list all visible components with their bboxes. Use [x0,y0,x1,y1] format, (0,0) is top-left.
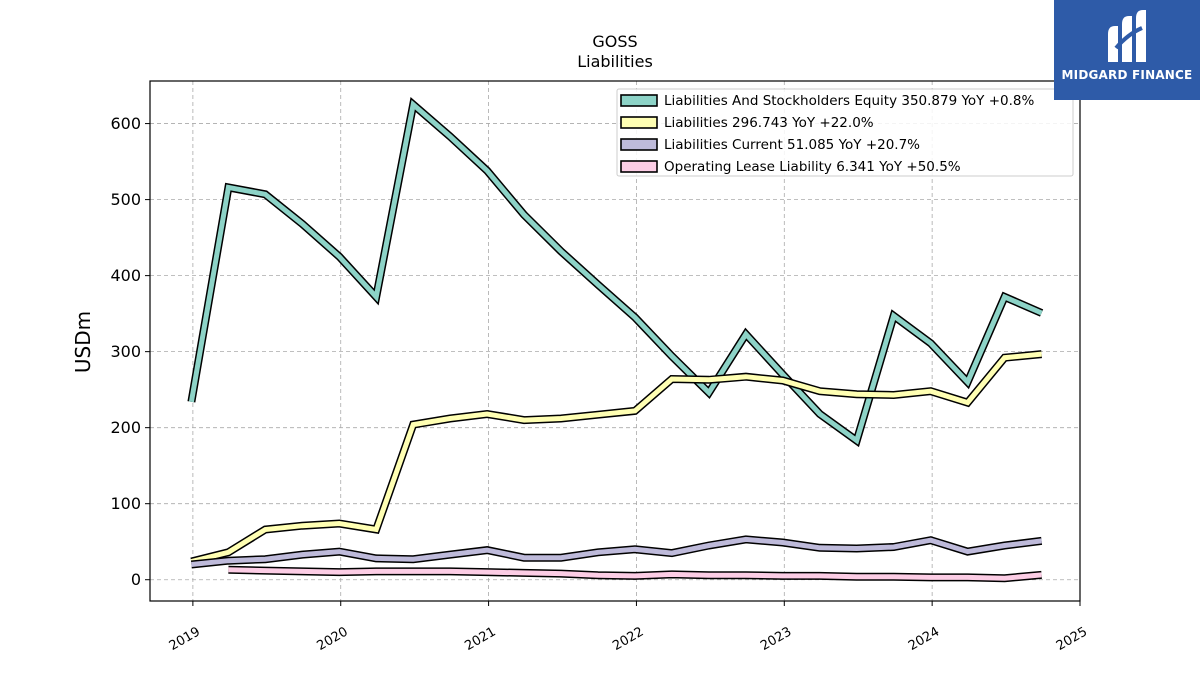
plot-frame [149,80,1081,602]
legend-swatch-2 [620,138,658,151]
series-line-1 [190,351,1042,564]
y-tick-label: 0 [131,570,141,589]
x-tick-label: 2021 [462,624,498,654]
legend-swatch-3 [620,160,658,173]
legend-label-2: Liabilities Current 51.085 YoY +20.7% [664,137,920,153]
chart-subtitle: Liabilities [577,52,653,71]
y-tick-label: 400 [110,266,141,285]
legend-box [616,88,1074,177]
y-tick-label: 200 [110,418,141,437]
series-line-2 [191,536,1042,567]
series-layer [187,97,1044,583]
chart-title: GOSS [592,32,637,51]
series-line-3 [228,567,1042,581]
brand-name: MIDGARD FINANCE [1061,68,1193,82]
x-tick-label: 2023 [758,624,794,654]
x-tick-label: 2020 [315,624,351,654]
legend-label-0: Liabilities And Stockholders Equity 350.… [664,93,1034,109]
y-tick-label: 600 [110,114,141,133]
x-tick-label: 2019 [167,624,203,654]
legend-label-1: Liabilities 296.743 YoY +22.0% [664,115,874,131]
series-line-outline-1 [190,350,1042,566]
series-line-0 [188,99,1043,445]
y-tick-label: 300 [110,342,141,361]
midgard-logo-icon [1108,10,1146,62]
y-tick-label: 100 [110,494,141,513]
legend-swatch-0 [620,94,658,107]
legend: Liabilities And Stockholders Equity 350.… [616,88,1074,177]
x-tick-label: 2024 [906,624,942,654]
brand-logo: MIDGARD FINANCE [1054,0,1200,100]
x-tick-label: 2022 [610,624,646,654]
x-tick-label: 2025 [1054,624,1090,654]
y-tick-label: 500 [110,190,141,209]
y-axis-label: USDm [71,311,95,373]
legend-swatch-1 [620,116,658,129]
legend-label-3: Operating Lease Liability 6.341 YoY +50.… [664,159,961,175]
